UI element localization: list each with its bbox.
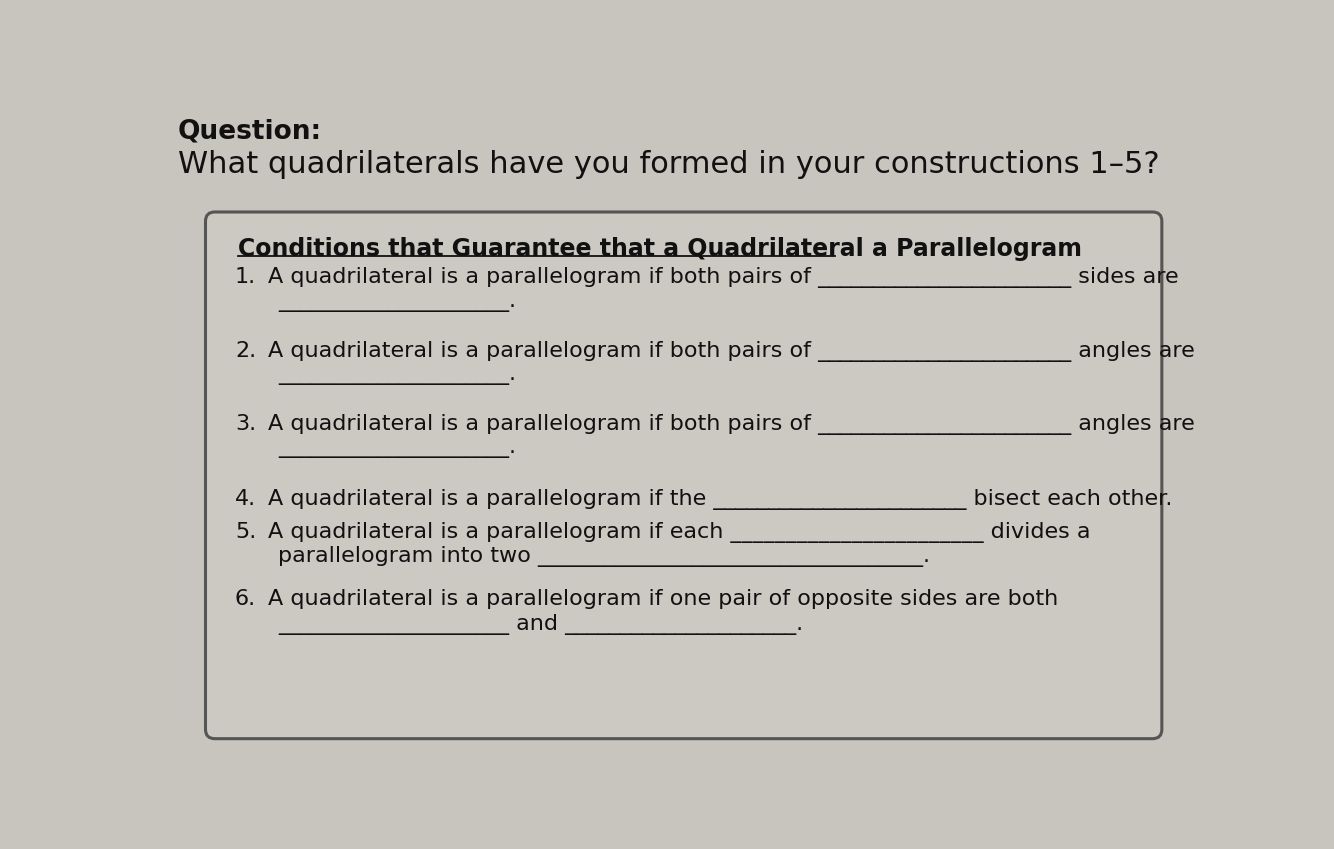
Text: 6.: 6. bbox=[235, 589, 256, 610]
FancyBboxPatch shape bbox=[205, 212, 1162, 739]
Text: A quadrilateral is a parallelogram if both pairs of _______________________ side: A quadrilateral is a parallelogram if bo… bbox=[268, 267, 1178, 289]
Text: Question:: Question: bbox=[177, 119, 321, 145]
Text: A quadrilateral is a parallelogram if both pairs of _______________________ angl: A quadrilateral is a parallelogram if bo… bbox=[268, 340, 1194, 362]
Text: A quadrilateral is a parallelogram if one pair of opposite sides are both: A quadrilateral is a parallelogram if on… bbox=[268, 589, 1058, 610]
Text: A quadrilateral is a parallelogram if each _______________________ divides a: A quadrilateral is a parallelogram if ea… bbox=[268, 521, 1090, 543]
Text: A quadrilateral is a parallelogram if the _______________________ bisect each ot: A quadrilateral is a parallelogram if th… bbox=[268, 489, 1171, 510]
Text: Conditions that Guarantee that a Quadrilateral a Parallelogram: Conditions that Guarantee that a Quadril… bbox=[237, 237, 1082, 261]
Text: parallelogram into two ___________________________________.: parallelogram into two _________________… bbox=[279, 546, 930, 567]
Text: _____________________.: _____________________. bbox=[279, 365, 516, 385]
Text: 2.: 2. bbox=[235, 340, 256, 361]
Text: 3.: 3. bbox=[235, 413, 256, 434]
Text: _____________________.: _____________________. bbox=[279, 438, 516, 458]
Text: What quadrilaterals have you formed in your constructions 1–5?: What quadrilaterals have you formed in y… bbox=[177, 149, 1159, 178]
Text: _____________________ and _____________________.: _____________________ and ______________… bbox=[279, 614, 803, 635]
Text: 5.: 5. bbox=[235, 521, 256, 542]
Text: A quadrilateral is a parallelogram if both pairs of _______________________ angl: A quadrilateral is a parallelogram if bo… bbox=[268, 413, 1194, 435]
Text: 4.: 4. bbox=[235, 489, 256, 509]
Text: 1.: 1. bbox=[235, 267, 256, 288]
Text: _____________________.: _____________________. bbox=[279, 292, 516, 312]
